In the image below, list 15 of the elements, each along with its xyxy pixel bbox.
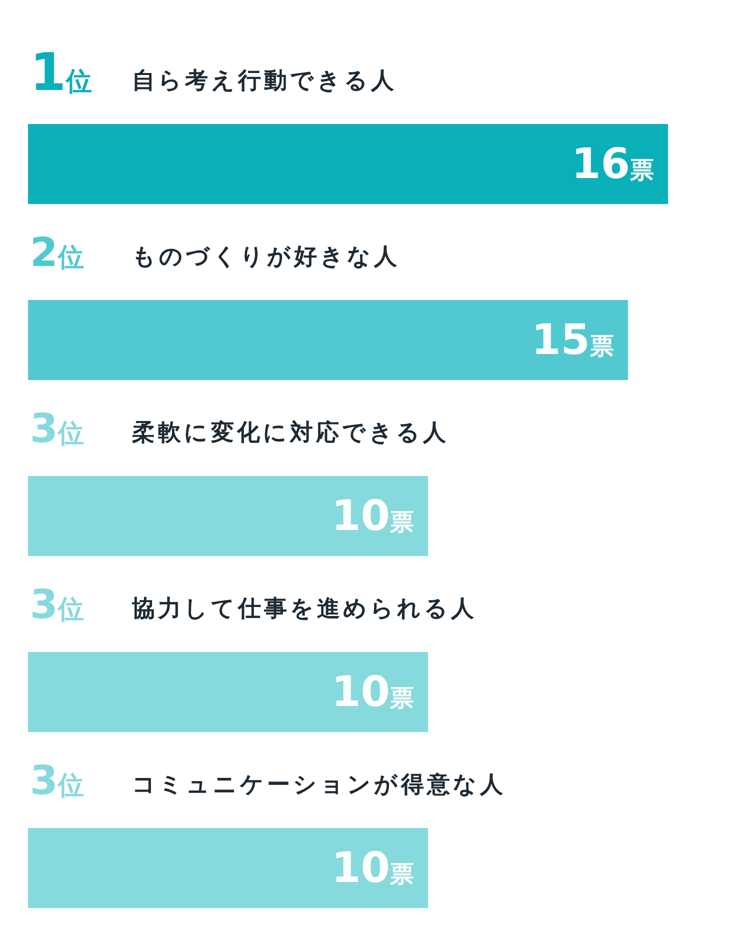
annotation: 3位 (30, 582, 84, 628)
annotation: 3位 (30, 758, 84, 804)
data-label: 10票 (332, 491, 414, 540)
annotation: 1位 (30, 43, 92, 103)
annotation: 2位 (30, 230, 84, 276)
y-tick-label: 自ら考え行動できる人 (132, 68, 397, 94)
data-label: 10票 (332, 843, 414, 892)
y-tick-label: コミュニケーションが得意な人 (132, 772, 506, 798)
data-label: 15票 (532, 315, 614, 364)
y-tick-label: 協力して仕事を進められる人 (131, 596, 477, 622)
data-label: 16票 (572, 139, 654, 188)
y-tick-label: ものづくりが好きな人 (132, 244, 400, 270)
data-label: 10票 (332, 667, 414, 716)
annotation: 3位 (30, 406, 84, 452)
y-tick-label: 柔軟に変化に対応できる人 (131, 419, 449, 446)
